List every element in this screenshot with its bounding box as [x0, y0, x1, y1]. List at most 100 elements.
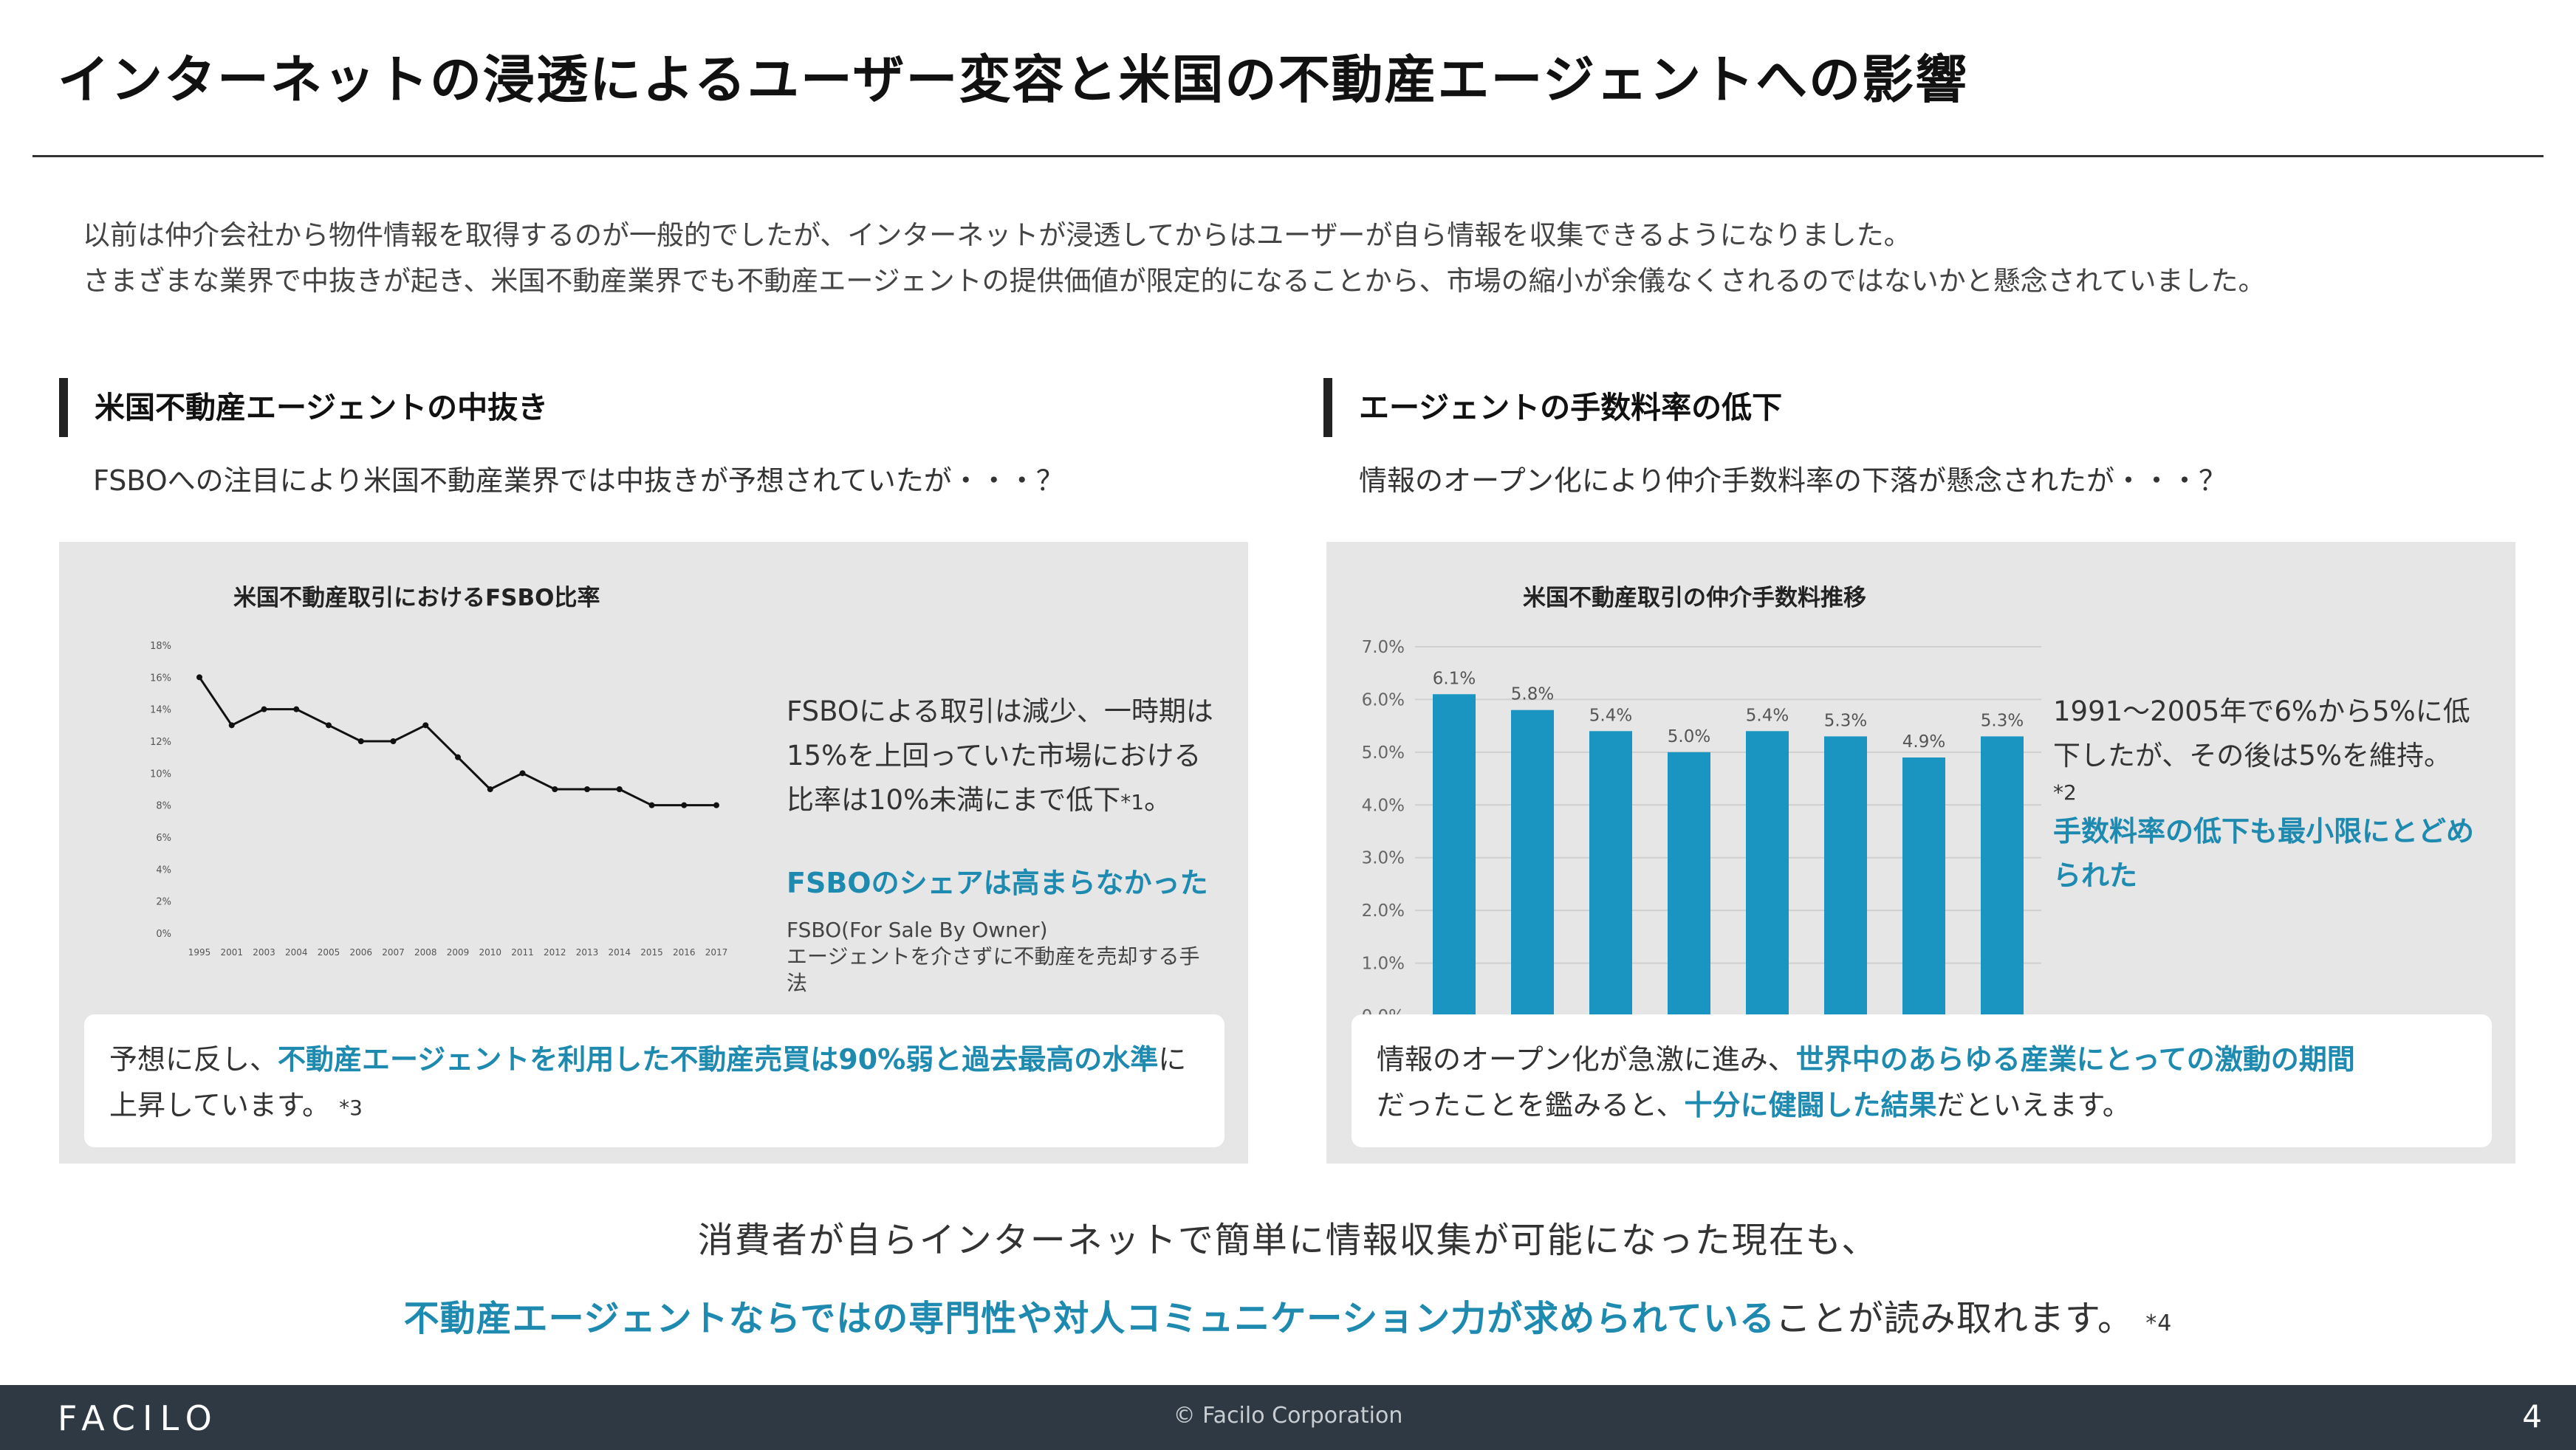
commission-y-tick: 2.0%: [1362, 901, 1405, 921]
fsbo-x-tick: 2012: [544, 947, 566, 958]
fsbo-y-tick: 16%: [150, 673, 171, 684]
fsbo-x-tick: 2007: [382, 947, 405, 958]
fsbo-x-tick: 2017: [705, 947, 728, 958]
fsbo-x-tick: 2004: [285, 947, 308, 958]
fsbo-x-tick: 1995: [188, 947, 211, 958]
page-title: インターネットの浸透によるユーザー変容と米国の不動産エージェントへの影響: [58, 49, 1969, 110]
commission-bar: [1511, 709, 1554, 1016]
fsbo-point: [616, 786, 623, 792]
commission-y-tick: 6.0%: [1362, 690, 1405, 709]
commission-highlight: 手数料率の低下も最小限にとどめられた: [2053, 815, 2475, 892]
footer: FACILO © Facilo Corporation 4: [0, 1385, 2576, 1450]
copyright: © Facilo Corporation: [1173, 1403, 1403, 1429]
closing-post: ことが読み取れます。: [1775, 1298, 2134, 1339]
fsbo-y-tick: 0%: [156, 929, 171, 940]
page-number: 4: [2522, 1398, 2542, 1434]
fsbo-point: [584, 786, 590, 792]
fsbo-side-text: FSBOによる取引は減少、一時期は15%を上回っていた市場における比率は10%未…: [787, 690, 1215, 825]
fsbo-side-tail: 。: [1144, 784, 1172, 816]
footnote-4: *4: [2145, 1310, 2173, 1336]
fsbo-point: [455, 754, 461, 760]
fsbo-definition-title: FSBO(For Sale By Owner): [787, 918, 1048, 942]
commission-y-tick: 3.0%: [1362, 849, 1405, 868]
right-callout-highlight-2: 十分に健闘した結果: [1684, 1089, 1937, 1121]
fsbo-point: [487, 786, 493, 792]
fsbo-x-tick: 2016: [673, 947, 696, 958]
commission-data-label: 5.4%: [1746, 706, 1789, 725]
fsbo-line-chart: 0% 2% 4% 6% 8% 10% 12% 14% 16% 18% 1995 2001 2003 200…: [150, 641, 728, 958]
right-section-heading: エージェントの手数料率の低下: [1323, 378, 1782, 437]
right-section-subheading: 情報のオープン化により仲介手数料率の下落が懸念されたが・・・？: [1359, 464, 2227, 497]
intro-line-1: 以前は仲介会社から物件情報を取得するのが一般的でしたが、インターネットが浸透して…: [83, 219, 1911, 251]
fsbo-x-tick: 2003: [253, 947, 275, 958]
title-divider: [32, 155, 2544, 157]
fsbo-x-tick: 2006: [349, 947, 372, 958]
facilo-logo: FACILO: [58, 1398, 219, 1438]
fsbo-definition-body: エージェントを介さずに不動産を売却する手法: [787, 944, 1200, 995]
right-callout: 情報のオープン化が急激に進み、世界中のあらゆる産業にとっての激動の期間 だったこ…: [1352, 1014, 2492, 1147]
left-callout-highlight: 不動産エージェントを利用した不動産売買は90%弱と過去最高の水準: [278, 1043, 1159, 1076]
fsbo-y-tick: 14%: [150, 705, 171, 716]
commission-side-text: 1991～2005年で6%から5%に低下したが、その後は5%を維持。 *2: [2053, 690, 2489, 808]
fsbo-x-tick: 2001: [220, 947, 243, 958]
fsbo-y-tick: 2%: [156, 897, 171, 908]
fsbo-series-line: [198, 676, 716, 807]
fsbo-y-tick: 12%: [150, 737, 171, 748]
commission-y-tick: 5.0%: [1362, 743, 1405, 763]
fsbo-y-tick: 10%: [150, 769, 171, 780]
commission-data-label: 5.4%: [1589, 706, 1632, 725]
commission-bar: [1981, 736, 2024, 1016]
fsbo-point: [228, 722, 235, 729]
fsbo-point: [261, 706, 267, 712]
left-callout: 予想に反し、不動産エージェントを利用した不動産売買は90%弱と過去最高の水準に上…: [84, 1014, 1224, 1147]
fsbo-point: [357, 738, 364, 744]
fsbo-point: [681, 802, 688, 808]
fsbo-point: [519, 770, 526, 777]
footnote-1: *1: [1120, 790, 1145, 814]
left-section-subheading: FSBOへの注目により米国不動産業界では中抜きが予想されていたが・・・？: [93, 464, 1064, 497]
commission-bar-chart: 0.0%1.0%2.0%3.0%4.0%5.0%6.0%7.0%6.1%1991…: [1362, 638, 2041, 1056]
fsbo-point: [390, 738, 397, 744]
intro-line-2: さまざまな業界で中抜きが起き、米国不動産業界でも不動産エージェントの提供価値が限…: [83, 265, 2266, 297]
closing-line-1: 消費者が自らインターネットで簡単に情報収集が可能になった現在も、: [697, 1220, 1879, 1261]
commission-side-body: 1991～2005年で6%から5%に低下したが、その後は5%を維持。: [2053, 695, 2470, 772]
right-callout-mid: だったことを鑑みると、: [1377, 1089, 1685, 1121]
fsbo-point: [293, 706, 300, 712]
commission-y-tick: 1.0%: [1362, 955, 1405, 974]
footnote-3: *3: [339, 1096, 363, 1120]
commission-y-tick: 7.0%: [1362, 638, 1405, 657]
fsbo-y-tick: 6%: [156, 833, 171, 844]
fsbo-x-tick: 2008: [414, 947, 437, 958]
fsbo-y-tick: 4%: [156, 865, 171, 876]
commission-chart-title: 米国不動産取引の仲介手数料推移: [1523, 585, 1866, 611]
left-callout-post: に上昇しています。: [109, 1043, 1187, 1121]
fsbo-x-tick: 2005: [318, 947, 340, 958]
closing-highlight: 不動産エージェントならではの専門性や対人コミュニケーション力が求められている: [403, 1298, 1775, 1339]
fsbo-y-tick: 18%: [150, 641, 171, 652]
right-callout-post: だといえます。: [1936, 1089, 2131, 1121]
fsbo-side-body: FSBOによる取引は減少、一時期は15%を上回っていた市場における比率は10%未…: [787, 695, 1213, 816]
fsbo-chart-title: 米国不動産取引におけるFSBO比率: [233, 585, 600, 611]
fsbo-x-tick: 2015: [640, 947, 663, 958]
fsbo-point: [196, 674, 202, 681]
fsbo-x-tick: 2010: [479, 947, 501, 958]
commission-bar: [1824, 736, 1867, 1016]
commission-bar: [1589, 731, 1632, 1016]
left-section-heading: 米国不動産エージェントの中抜き: [59, 378, 548, 437]
commission-data-label: 5.8%: [1511, 685, 1554, 704]
fsbo-x-tick: 2013: [576, 947, 599, 958]
footnote-2: *2: [2053, 780, 2077, 805]
fsbo-point: [422, 722, 429, 729]
commission-bar: [1902, 757, 1945, 1016]
fsbo-highlight: FSBOのシェアは高まらなかった: [787, 867, 1208, 899]
right-callout-highlight-1: 世界中のあらゆる産業にとっての激動の期間: [1795, 1043, 2355, 1076]
commission-bar: [1668, 752, 1710, 1016]
fsbo-x-tick: 2009: [447, 947, 470, 958]
fsbo-x-tick: 2011: [511, 947, 534, 958]
fsbo-point: [648, 802, 655, 808]
fsbo-point: [552, 786, 558, 792]
commission-bar: [1746, 731, 1789, 1016]
commission-bar: [1433, 694, 1476, 1016]
right-callout-pre: 情報のオープン化が急激に進み、: [1377, 1043, 1796, 1076]
fsbo-definition: FSBO(For Sale By Owner) エージェントを介さずに不動産を売…: [787, 917, 1215, 997]
